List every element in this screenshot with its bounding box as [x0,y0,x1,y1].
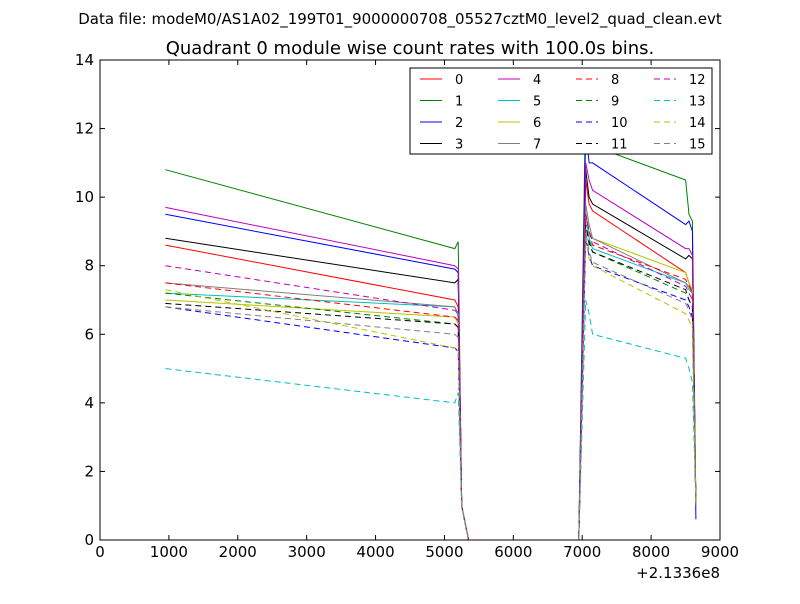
series-line-11 [165,224,697,541]
plot-lines [165,94,697,541]
series-line-5 [165,214,697,541]
legend-label-12: 12 [689,73,706,88]
legend-label-1: 1 [455,95,463,110]
legend-label-4: 4 [533,73,541,88]
legend-label-10: 10 [611,116,628,131]
legend-label-5: 5 [533,95,541,110]
series-line-4 [165,162,697,541]
x-axis-offset-label: +2.1336e8 [636,564,720,582]
series-line-8 [165,214,697,541]
legend-label-0: 0 [455,73,463,88]
y-tick-label: 10 [75,188,94,206]
legend-label-15: 15 [689,138,706,153]
legend-box [409,67,713,155]
series-line-9 [165,224,697,541]
series-line-2 [165,128,697,541]
y-tick-label: 8 [84,257,94,275]
legend-label-11: 11 [611,138,628,153]
x-tick-label: 1000 [150,543,188,561]
x-tick-label: 8000 [632,543,670,561]
x-tick-label: 7000 [563,543,601,561]
y-tick-label: 12 [75,120,94,138]
legend-label-14: 14 [689,116,706,131]
series-line-0 [165,179,697,541]
series-line-1 [165,94,697,541]
x-tick-label: 3000 [288,543,326,561]
y-tick-label: 2 [84,462,94,480]
x-tick-label: 0 [95,543,105,561]
x-tick-label: 9000 [701,543,739,561]
x-tick-label: 2000 [219,543,257,561]
series-line-10 [165,238,697,541]
y-tick-label: 0 [84,531,94,549]
series-line-3 [165,169,697,541]
chart-title: Quadrant 0 module wise count rates with … [166,38,655,59]
series-line-13 [165,299,697,541]
x-axis-ticks: 0 1000 2000 3000 4000 5000 6000 7000 8000 9000 [95,60,739,561]
legend-label-9: 9 [611,95,619,110]
series-line-12 [165,214,697,541]
x-tick-label: 6000 [494,543,532,561]
legend-label-13: 13 [689,95,706,110]
x-tick-label: 5000 [425,543,463,561]
legend-label-7: 7 [533,138,541,153]
chart-suptitle: Data file: modeM0/AS1A02_199T01_90000007… [78,10,722,29]
series-line-7 [165,203,697,541]
x-tick-label: 4000 [356,543,394,561]
legend-label-6: 6 [533,116,541,131]
legend-label-8: 8 [611,73,619,88]
y-tick-label: 14 [75,51,94,69]
series-line-14 [165,238,697,541]
y-tick-label: 4 [84,394,94,412]
series-line-15 [165,231,697,541]
y-tick-label: 6 [84,325,94,343]
axes-frame [99,59,721,541]
legend-label-2: 2 [455,116,463,131]
legend-label-3: 3 [455,138,463,153]
